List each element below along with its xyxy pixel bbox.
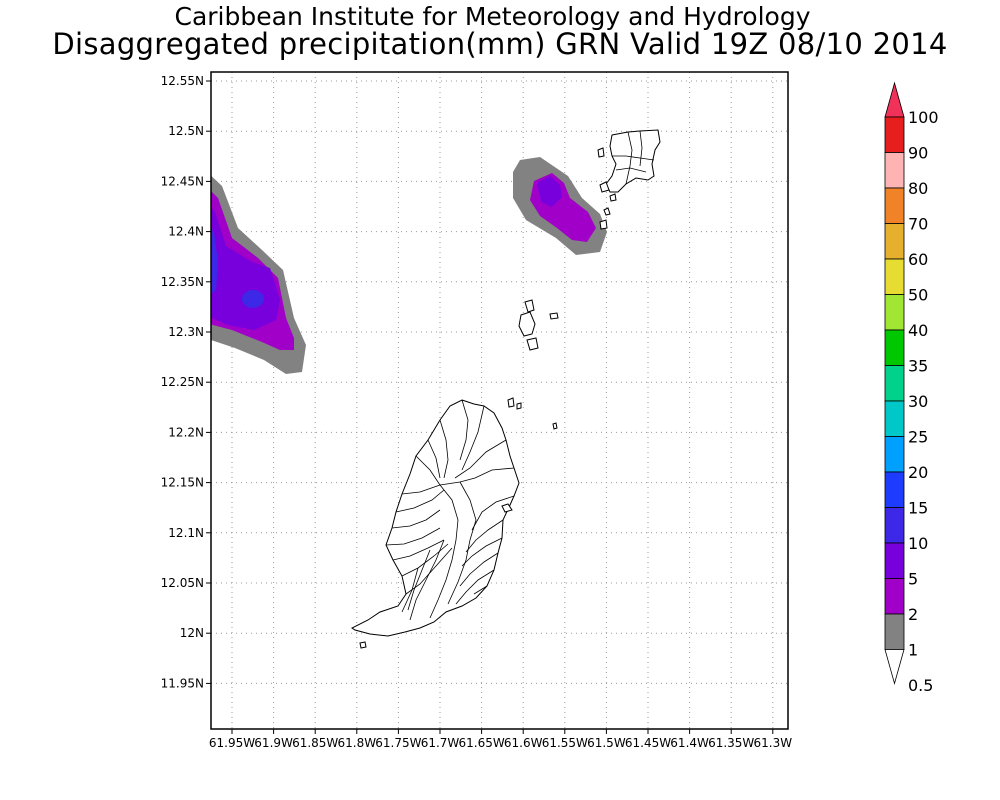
lat-tick-label: 12.45N	[161, 174, 204, 188]
lon-tick-label: 61.9W	[254, 736, 293, 750]
lon-tick-label: 61.95W	[209, 736, 255, 750]
coastline-layer	[351, 129, 661, 649]
lon-tick-label: 61.6W	[504, 736, 543, 750]
legend-swatch	[884, 400, 905, 437]
legend-swatch	[884, 258, 905, 295]
islet-14	[501, 503, 513, 513]
west-rain-5mm	[211, 229, 218, 294]
islet-1	[597, 147, 605, 158]
islet-3	[609, 193, 617, 202]
carriacou-boundaries	[612, 130, 655, 185]
legend-swatch	[884, 116, 905, 153]
islet-9	[549, 312, 559, 320]
legend-swatch	[884, 187, 905, 224]
islet-5	[599, 219, 608, 230]
grenada-parish-boundaries	[385, 399, 515, 621]
legend-swatch	[884, 542, 905, 579]
legend-level-label: 50	[908, 286, 928, 305]
lon-tick-label: 61.35W	[708, 736, 754, 750]
legend-level-label: 70	[908, 215, 928, 234]
lat-tick-label: 12.05N	[161, 576, 204, 590]
legend-swatch	[884, 507, 905, 544]
legend-level-label: 80	[908, 179, 928, 198]
islet-6	[524, 299, 535, 313]
islet-7	[518, 311, 536, 337]
lon-tick-label: 61.55W	[542, 736, 588, 750]
lat-tick-label: 12.15N	[161, 476, 204, 490]
legend-level-label: 5	[908, 570, 918, 589]
color-legend: 100 90 80 70 60 50 40 35 30 25 20 15 10 5 2 1 0.5	[884, 81, 939, 695]
islet-4	[603, 207, 611, 216]
legend-swatch	[884, 365, 905, 402]
legend-level-label: 60	[908, 250, 928, 269]
legend-swatch	[884, 152, 905, 189]
islet-11	[516, 402, 522, 410]
north-rain-area	[513, 157, 607, 255]
chart-title: Caribbean Institute for Meteorology and …	[174, 2, 811, 31]
legend-level-label: 10	[908, 534, 928, 553]
lon-tick-label: 61.5W	[587, 736, 626, 750]
islet-2	[599, 181, 610, 193]
legend-level-label: 90	[908, 144, 928, 163]
lon-tick-label: 61.3W	[754, 736, 793, 750]
lon-tick-label: 61.7W	[421, 736, 460, 750]
latitude-tick-labels: 12.55N 12.5N 12.45N 12.4N 12.35N 12.3N 12.25N 1…	[161, 74, 211, 690]
lat-tick-label: 11.95N	[161, 676, 204, 690]
legend-bottom-triangle	[884, 649, 905, 685]
longitude-tick-labels: 61.95W 61.9W 61.85W 61.8W 61.75W 61.7W 61.65W 6…	[209, 729, 792, 750]
legend-level-label: 25	[908, 428, 928, 447]
west-rain-5mm-core	[242, 290, 264, 308]
legend-level-label: 1	[908, 641, 918, 660]
legend-level-label: 20	[908, 463, 928, 482]
grid-lines	[211, 72, 788, 729]
legend-swatch	[884, 329, 905, 366]
carriacou-island	[605, 129, 661, 193]
lat-tick-label: 12.3N	[168, 325, 204, 339]
west-rain-area	[211, 175, 306, 374]
islet-12	[552, 422, 558, 430]
legend-swatch	[884, 613, 905, 650]
lat-tick-label: 12.55N	[161, 74, 204, 88]
lat-tick-label: 12.25N	[161, 375, 204, 389]
legend-level-label: 15	[908, 499, 928, 518]
islet-10	[507, 397, 515, 408]
legend-swatch	[884, 294, 905, 331]
lon-tick-label: 61.8W	[338, 736, 377, 750]
legend-swatch	[884, 223, 905, 260]
legend-level-label: 35	[908, 357, 928, 376]
lon-tick-label: 61.4W	[670, 736, 709, 750]
lat-tick-label: 12.4N	[168, 225, 204, 239]
legend-top-triangle	[884, 81, 905, 118]
legend-level-label: 40	[908, 321, 928, 340]
legend-swatch	[884, 436, 905, 473]
legend-swatch	[884, 578, 905, 615]
legend-level-label: 2	[908, 605, 918, 624]
legend-level-label: 100	[908, 108, 939, 127]
legend-swatch	[884, 471, 905, 508]
lon-tick-label: 61.75W	[375, 736, 421, 750]
islet-8	[526, 337, 539, 351]
lat-tick-label: 12.2N	[168, 425, 204, 439]
grenada-island	[351, 399, 520, 637]
precipitation-layer	[211, 157, 607, 374]
north-rain-2mm	[537, 176, 562, 207]
lat-tick-label: 12N	[180, 626, 204, 640]
lat-tick-label: 12.5N	[168, 124, 204, 138]
lon-tick-label: 61.65W	[458, 736, 504, 750]
chart-subtitle: Disaggregated precipitation(mm) GRN Vali…	[52, 27, 948, 61]
lat-tick-label: 12.1N	[168, 526, 204, 540]
lat-tick-label: 12.35N	[161, 275, 204, 289]
legend-level-label: 30	[908, 392, 928, 411]
islet-13	[359, 641, 367, 649]
lon-tick-label: 61.45W	[625, 736, 671, 750]
legend-level-label: 0.5	[908, 676, 933, 695]
lon-tick-label: 61.85W	[292, 736, 338, 750]
map-frame	[210, 71, 789, 730]
